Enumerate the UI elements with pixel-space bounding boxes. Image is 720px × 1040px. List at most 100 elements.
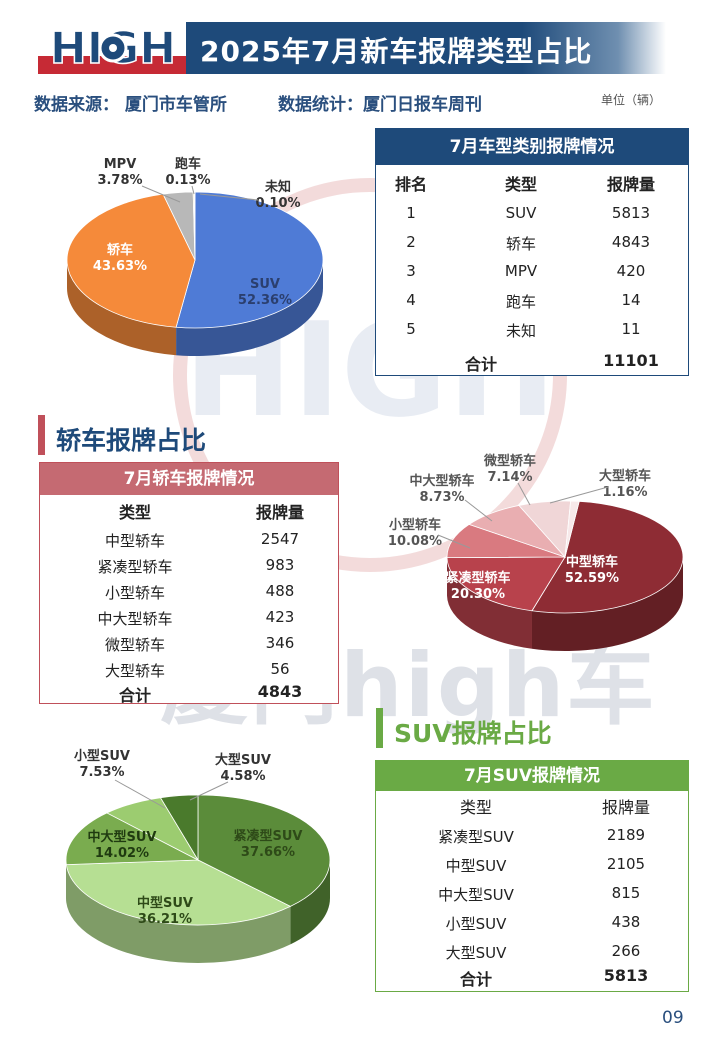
suv-table-row-count: 266 — [611, 942, 641, 960]
overall-table-row-type: 轿车 — [505, 235, 536, 253]
pie3-slice-2 — [65, 812, 200, 866]
overall-table-row-count: 14 — [621, 291, 641, 309]
suv-table-row-count: 2105 — [606, 855, 646, 873]
pie3-label-3: 小型SUV 7.53% — [74, 748, 130, 780]
col-count-header: 报牌量 — [606, 175, 655, 194]
pie3-leader-3 — [114, 779, 166, 809]
pie2-leader-4 — [517, 482, 531, 506]
pie2-side-1 — [447, 557, 532, 649]
sedan-total-label: 合计 — [118, 686, 151, 705]
overall-table-row-rank: 3 — [406, 262, 416, 280]
pie3-label-2: 中大型SUV 14.02% — [88, 829, 157, 861]
sedan-table-row-count: 346 — [265, 634, 295, 652]
data-stats: 数据统计：厦门日报车周刊 — [278, 95, 482, 115]
suv-table-row-type: 紧凑型SUV — [438, 828, 514, 846]
pie2-slice-5 — [564, 500, 580, 558]
sedan-table: 7月轿车报牌情况 类型 报牌量 中型轿车 2547 紧凑型轿车 983 小型轿车 488 中… — [39, 462, 339, 705]
page-number: 09 — [662, 1008, 684, 1028]
pie3-leader-4 — [189, 781, 229, 801]
pie3-label-1: 中型SUV 36.21% — [137, 895, 193, 927]
overall-table-row-rank: 5 — [406, 320, 416, 338]
sedan-table-row-type: 紧凑型轿车 — [97, 558, 173, 576]
suv-pie: 紧凑型SUV 37.66% 中型SUV 36.21% 中大型SUV 14.02% 小型SUV… — [65, 748, 331, 963]
unit-label: 单位（辆） — [601, 93, 662, 107]
overall-total-value: 11101 — [603, 351, 659, 370]
pie3-label-0: 紧凑型SUV 37.66% — [234, 828, 303, 860]
pie3-slice-1 — [65, 859, 292, 926]
suv-table-row-type: 中型SUV — [445, 857, 507, 875]
pie2-slice-0 — [531, 500, 684, 614]
overall-total-label: 合计 — [464, 355, 497, 374]
high-logo: HIGH — [38, 18, 188, 74]
sedan-table-row-count: 488 — [265, 582, 295, 600]
overall-table: 7月车型类别报牌情况 排名 类型 报牌量 1 SUV 5813 2 轿车 4843 3 MPV… — [375, 128, 689, 376]
suv-table: 7月SUV报牌情况 类型 报牌量 紧凑型SUV 2189 中型SUV 2105 中大型S… — [375, 760, 689, 992]
suv-table-row-type: 中大型SUV — [438, 886, 514, 904]
sedan-table-row-count: 56 — [270, 660, 290, 678]
overall-table-row-count: 5813 — [611, 204, 651, 222]
page-title: 2025年7月新车报牌类型占比 — [200, 35, 593, 68]
suv-table-row-count: 2189 — [606, 826, 646, 844]
suv-section-title: SUV报牌占比 — [394, 719, 552, 748]
pie3-side-1 — [66, 864, 291, 963]
pie1-leader-2 — [141, 185, 181, 203]
pie3-side-0 — [290, 860, 330, 945]
sedan-table-row-type: 中大型轿车 — [97, 610, 173, 628]
pie2-side-0 — [531, 557, 683, 651]
pie3-slice-4 — [159, 794, 199, 862]
pie2-label-5: 大型轿车 1.16% — [599, 468, 651, 500]
sedan-table-row-count: 423 — [265, 608, 295, 626]
data-source: 数据来源： 厦门市车管所 — [34, 95, 227, 115]
overall-table-row-type: MPV — [504, 262, 538, 280]
pie2-label-2: 小型轿车 10.08% — [388, 517, 442, 549]
title-bar — [186, 22, 666, 74]
suv-table-row-type: 小型SUV — [445, 915, 507, 933]
sedan-total-value: 4843 — [257, 682, 303, 701]
suv-section-bar — [376, 708, 383, 748]
pie1-slice-1 — [66, 193, 196, 328]
sedan-table-row-type: 微型轿车 — [104, 636, 165, 654]
pie1-label-0: SUV 52.36% — [238, 277, 292, 308]
overall-table-row-count: 11 — [621, 320, 641, 338]
overall-table-row-rank: 2 — [406, 233, 416, 251]
suv-table-row-count: 815 — [611, 884, 641, 902]
suv-total-label: 合计 — [459, 970, 492, 989]
pie2-leader-3 — [464, 499, 493, 522]
pie1-label-3: 跑车 0.13% — [165, 156, 210, 188]
pie1-side-0 — [176, 260, 323, 356]
sedan-pie: 中型轿车 52.59% 紧凑型轿车 20.30%小型轿车 10.08% 中大型轿车 8.73… — [388, 453, 684, 651]
pie2-leader-5 — [549, 486, 609, 504]
suv-table-row-type: 大型SUV — [445, 944, 507, 962]
sedan-table-row-type: 中型轿车 — [104, 532, 165, 550]
pie2-label-1: 紧凑型轿车 20.30% — [445, 570, 510, 602]
col-type-header: 类型 — [504, 175, 537, 194]
overall-table-title: 7月车型类别报牌情况 — [376, 129, 688, 165]
vehicle-type-pie: SUV 52.36% 轿车 43.63% MPV 3.78% 跑车 0.13% 未知 0.10% — [66, 156, 324, 356]
pie2-slice-2 — [446, 523, 566, 559]
pie1-leader-3 — [191, 185, 195, 195]
suv-total-value: 5813 — [603, 966, 649, 985]
sedan-col-count-header: 报牌量 — [255, 503, 304, 522]
overall-table-row-count: 4843 — [611, 233, 651, 251]
overall-table-row-count: 420 — [616, 262, 646, 280]
pie3-slice-0 — [197, 794, 331, 907]
pie3-label-4: 大型SUV 4.58% — [215, 752, 271, 784]
sedan-table-title: 7月轿车报牌情况 — [40, 463, 338, 495]
pie1-leader-4 — [199, 193, 259, 201]
sedan-table-row-count: 983 — [265, 556, 295, 574]
overall-table-row-type: 跑车 — [505, 293, 536, 311]
pie1-slice-4 — [193, 191, 196, 261]
sedan-col-type-header: 类型 — [118, 503, 151, 522]
suv-table-title: 7月SUV报牌情况 — [376, 761, 688, 791]
pie2-slice-1 — [446, 556, 566, 612]
overall-table-row-rank: 4 — [406, 291, 416, 309]
pie2-leader-2 — [437, 534, 471, 549]
suv-col-count-header: 报牌量 — [601, 798, 650, 817]
pie1-label-2: MPV 3.78% — [97, 157, 142, 188]
overall-table-row-rank: 1 — [406, 204, 416, 222]
overall-table-row-type: SUV — [505, 204, 537, 222]
sedan-section-title: 轿车报牌占比 — [56, 426, 207, 455]
sedan-table-row-count: 2547 — [260, 530, 300, 548]
sedan-table-row-type: 大型轿车 — [104, 662, 165, 680]
sedan-table-row-type: 小型轿车 — [104, 584, 165, 602]
